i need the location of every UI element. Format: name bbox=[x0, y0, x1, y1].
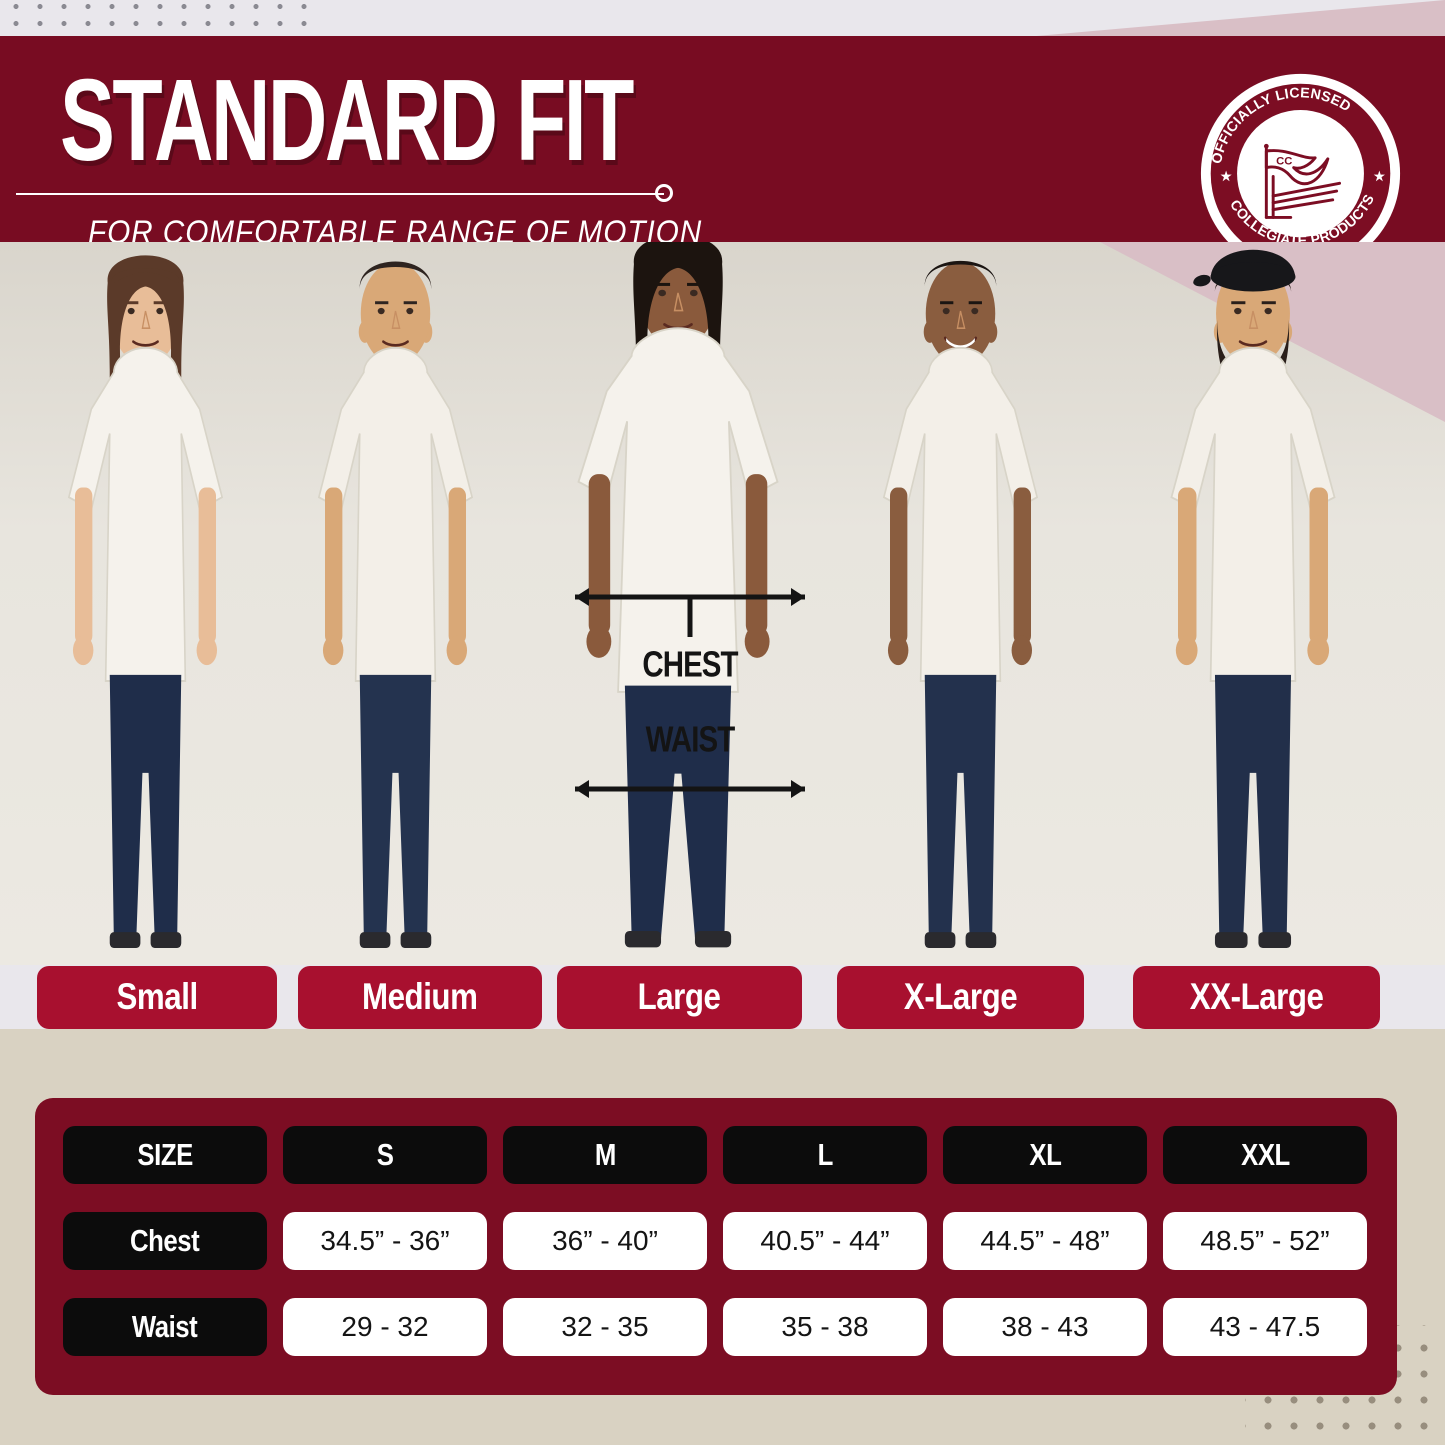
svg-text:CC: CC bbox=[1276, 156, 1292, 168]
svg-text:★: ★ bbox=[1374, 169, 1386, 183]
svg-text:★: ★ bbox=[1220, 169, 1232, 183]
